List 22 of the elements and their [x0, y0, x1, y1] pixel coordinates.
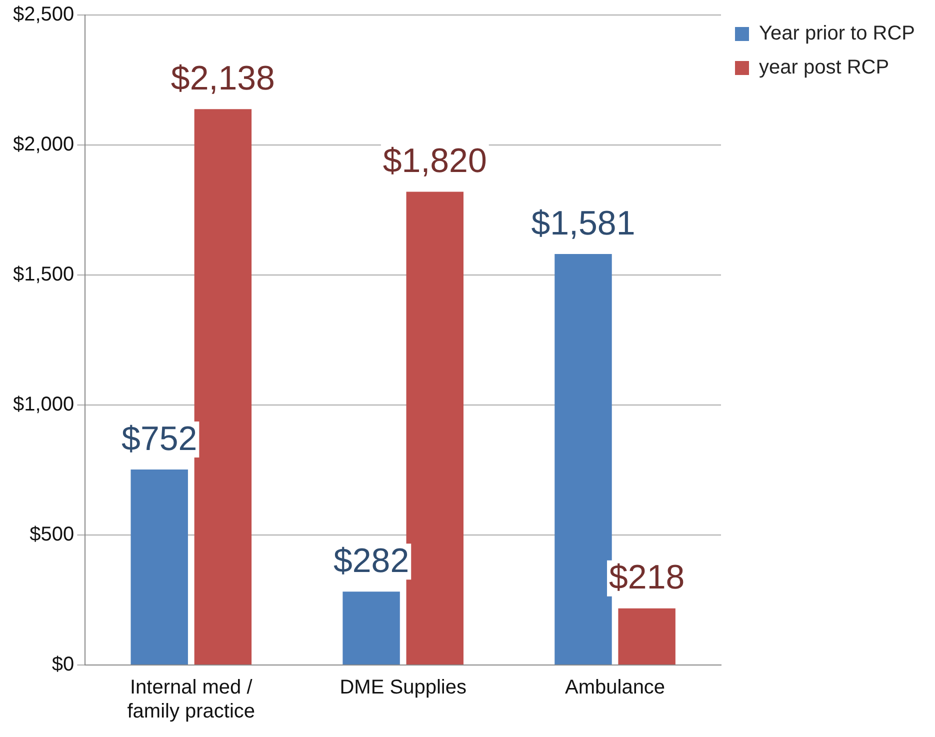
- data-label: $2,138: [170, 59, 275, 98]
- x-tick-label: Internal med / family practice: [127, 676, 256, 723]
- data-label: $1,820: [382, 142, 487, 180]
- legend-label: Year prior to RCP: [759, 22, 916, 45]
- y-tick-label: $0: [52, 654, 74, 676]
- y-tick-label: $2,000: [13, 134, 74, 156]
- y-tick-label: $2,500: [13, 4, 74, 26]
- bar: [194, 109, 252, 664]
- data-label: $282: [333, 542, 410, 580]
- data-label: $1,581: [531, 204, 636, 242]
- y-tick-label: $1,500: [13, 264, 74, 286]
- y-tick-label: $1,000: [13, 394, 74, 416]
- x-tick-label: Ambulance: [565, 676, 666, 699]
- bar: [130, 469, 188, 664]
- bar: [618, 608, 676, 664]
- data-label: $218: [609, 558, 685, 597]
- legend-label: year post RCP: [759, 56, 890, 79]
- bar: [342, 592, 400, 664]
- bar: [406, 192, 464, 664]
- y-tick-label: $500: [30, 524, 74, 546]
- x-tick-label: DME Supplies: [340, 676, 466, 699]
- data-label: $752: [122, 420, 198, 458]
